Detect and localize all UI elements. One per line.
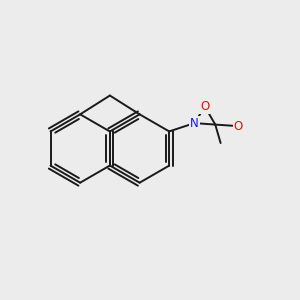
Text: O: O <box>233 120 243 133</box>
Text: N: N <box>190 117 199 130</box>
Text: O: O <box>200 100 209 113</box>
